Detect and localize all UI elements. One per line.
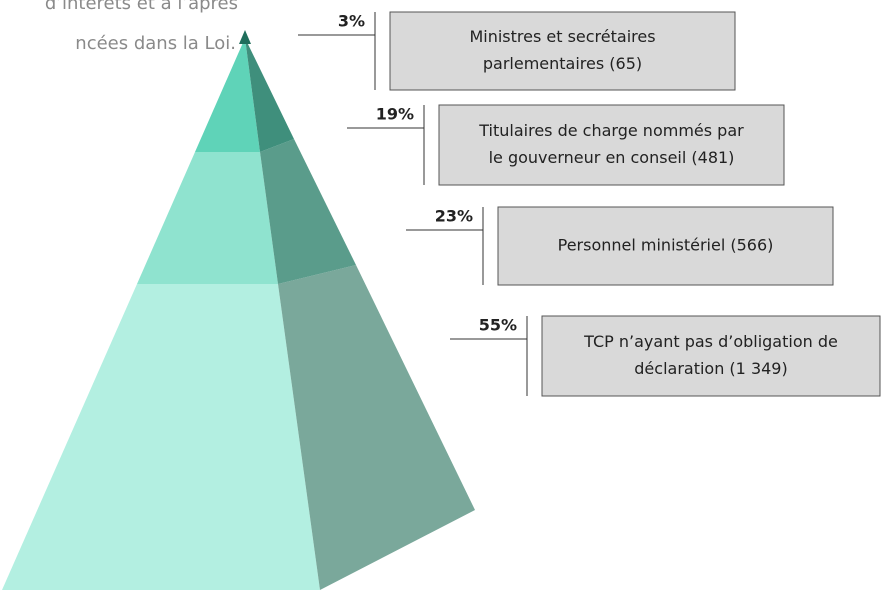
percent-label: 23%	[435, 207, 473, 226]
left-face	[2, 284, 320, 590]
level-label: Titulaires de charge nommés par	[478, 121, 744, 140]
right-face	[245, 38, 294, 152]
apex	[239, 30, 251, 44]
right-face	[260, 139, 356, 284]
label-box	[438, 104, 785, 186]
left-face	[195, 38, 260, 152]
intro-text: d’intérêts et à l’après	[45, 0, 238, 14]
level-label: Personnel ministériel (566)	[558, 236, 774, 255]
left-face	[137, 152, 278, 284]
percent-label: 55%	[479, 316, 517, 335]
level-label: Ministres et secrétaires	[469, 27, 655, 46]
percent-label: 3%	[338, 12, 365, 31]
right-face	[278, 265, 475, 590]
levels: 3% Ministres et secrétaires parlementaires…	[298, 11, 881, 397]
level-label: déclaration (1 349)	[634, 359, 787, 378]
level-label: parlementaires (65)	[483, 54, 642, 73]
level-label: TCP n’ayant pas d’obligation de	[583, 332, 838, 351]
intro-text: ncées dans la Loi.	[75, 33, 236, 54]
label-box	[389, 11, 736, 91]
label-box	[497, 206, 834, 286]
level-label: le gouverneur en conseil (481)	[489, 148, 735, 167]
percent-label: 19%	[376, 105, 414, 124]
label-box	[541, 315, 881, 397]
pyramid	[2, 30, 475, 590]
